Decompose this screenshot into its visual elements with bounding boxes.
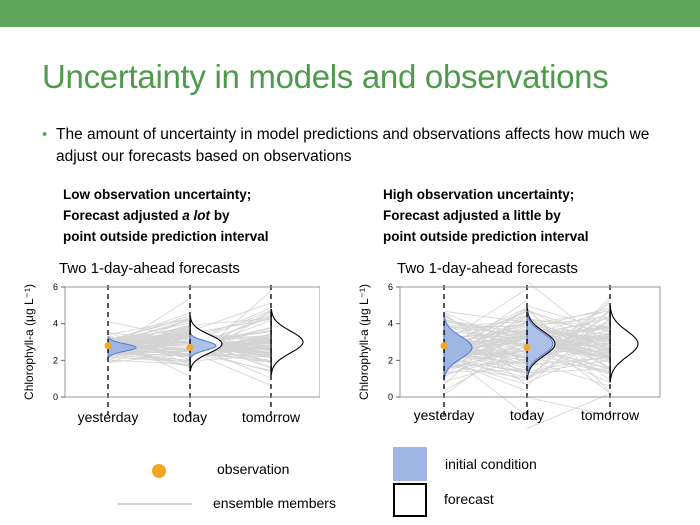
right-heading-line3: point outside prediction interval bbox=[383, 229, 589, 244]
ensemble-member bbox=[189, 350, 272, 386]
bullet-point: • The amount of uncertainty in model pre… bbox=[42, 124, 662, 168]
adjusted-initial-condition-density bbox=[526, 310, 554, 377]
ensemble-member bbox=[189, 302, 272, 332]
ensemble-member bbox=[526, 309, 611, 341]
ensemble-member bbox=[107, 353, 191, 363]
ensemble-member bbox=[107, 331, 191, 359]
top-accent-bar bbox=[0, 0, 700, 27]
ensemble-member bbox=[189, 317, 272, 326]
observation-point bbox=[186, 344, 194, 351]
x-category-label: tomorrow bbox=[242, 409, 301, 425]
y-tick-label: 4 bbox=[388, 319, 393, 329]
y-tick-label: 6 bbox=[53, 282, 58, 292]
plot-frame bbox=[399, 286, 661, 398]
legend-ensemble-label: ensemble members bbox=[213, 495, 336, 511]
ensemble-member bbox=[526, 397, 611, 416]
ensemble-member bbox=[443, 330, 528, 340]
y-tick-label: 0 bbox=[53, 392, 58, 402]
legend-observation-label: observation bbox=[217, 461, 290, 477]
y-tick-label: 2 bbox=[388, 355, 393, 365]
left-heading-line3: point outside prediction interval bbox=[63, 229, 269, 244]
forecast-density bbox=[609, 305, 639, 383]
x-category-label: today bbox=[510, 407, 544, 423]
chart-title: Two 1-day-ahead forecasts bbox=[59, 260, 240, 277]
observation-point bbox=[440, 342, 448, 350]
forecast-density bbox=[270, 308, 304, 376]
ensemble-member bbox=[443, 320, 528, 341]
right-heading: High observation uncertainty; Forecast a… bbox=[383, 184, 589, 247]
initial-condition-density bbox=[443, 314, 473, 381]
y-tick-label: 0 bbox=[388, 392, 393, 402]
adjusted-initial-condition-density bbox=[189, 331, 217, 360]
ensemble-member bbox=[107, 332, 191, 343]
ensemble-member bbox=[526, 359, 611, 374]
legend-forecast-swatch-icon bbox=[393, 483, 427, 517]
initial-condition-density bbox=[107, 336, 137, 359]
chart-high-uncertainty: Two 1-day-ahead forecasts Chlorophyll-a (… bbox=[357, 260, 661, 429]
ensemble-member bbox=[189, 318, 272, 334]
legend-forecast-label: forecast bbox=[444, 491, 494, 507]
ensemble-member bbox=[526, 359, 611, 387]
ensemble-member bbox=[526, 324, 611, 347]
ensemble-member bbox=[443, 321, 528, 335]
right-heading-line1: High observation uncertainty; bbox=[383, 187, 575, 202]
legend-ensemble-line-icon bbox=[118, 503, 192, 505]
y-tick-label: 4 bbox=[53, 319, 58, 329]
observation-point bbox=[104, 342, 112, 350]
ensemble-member bbox=[526, 333, 611, 379]
right-heading-line2: Forecast adjusted a little by bbox=[383, 208, 561, 223]
x-category-label: today bbox=[173, 409, 207, 425]
ensemble-member bbox=[107, 351, 191, 357]
ensemble-group bbox=[443, 281, 611, 429]
ensemble-member bbox=[189, 354, 272, 362]
y-axis-label: Chlorophyll-a (μg L⁻¹) bbox=[22, 284, 36, 400]
ensemble-member bbox=[443, 310, 528, 323]
ensemble-member bbox=[526, 297, 611, 381]
left-heading-emphasis: a lot bbox=[182, 208, 211, 223]
x-category-label: yesterday bbox=[78, 409, 139, 425]
ensemble-member bbox=[443, 314, 528, 365]
ensemble-member bbox=[526, 393, 611, 429]
y-tick-label: 2 bbox=[53, 355, 58, 365]
plot-frame bbox=[64, 286, 320, 398]
left-heading: Low observation uncertainty; Forecast ad… bbox=[63, 184, 269, 247]
ensemble-member bbox=[443, 335, 528, 396]
slide-title: Uncertainty in models and observations bbox=[42, 58, 609, 95]
ensemble-member bbox=[107, 318, 191, 341]
left-heading-line1: Low observation uncertainty; bbox=[63, 187, 252, 202]
bullet-dot-icon: • bbox=[42, 126, 48, 143]
y-tick-label: 6 bbox=[388, 282, 393, 292]
bullet-text: The amount of uncertainty in model predi… bbox=[56, 126, 650, 165]
legend-initial-condition-swatch-icon bbox=[393, 447, 427, 481]
ensemble-member bbox=[443, 288, 528, 343]
ensemble-member bbox=[443, 358, 528, 392]
x-category-label: yesterday bbox=[414, 407, 475, 423]
y-axis-label: Chlorophyll-a (μg L⁻¹) bbox=[357, 284, 371, 400]
ensemble-member bbox=[443, 320, 528, 328]
observation-point bbox=[523, 344, 531, 351]
legend-observation-dot-icon bbox=[152, 464, 166, 478]
ensemble-member bbox=[107, 318, 191, 336]
ensemble-member bbox=[107, 322, 191, 342]
legend-initial-condition-label: initial condition bbox=[445, 456, 537, 472]
x-category-label: tomorrow bbox=[581, 407, 640, 423]
ensemble-member bbox=[443, 360, 528, 385]
ensemble-member bbox=[443, 351, 528, 417]
chart-low-uncertainty: Two 1-day-ahead forecasts Chlorophyll-a (… bbox=[22, 260, 320, 425]
ensemble-member bbox=[526, 319, 611, 328]
chart-title: Two 1-day-ahead forecasts bbox=[397, 260, 578, 277]
left-heading-line2: Forecast adjusted a lot by bbox=[63, 208, 230, 223]
ensemble-member bbox=[526, 320, 611, 355]
